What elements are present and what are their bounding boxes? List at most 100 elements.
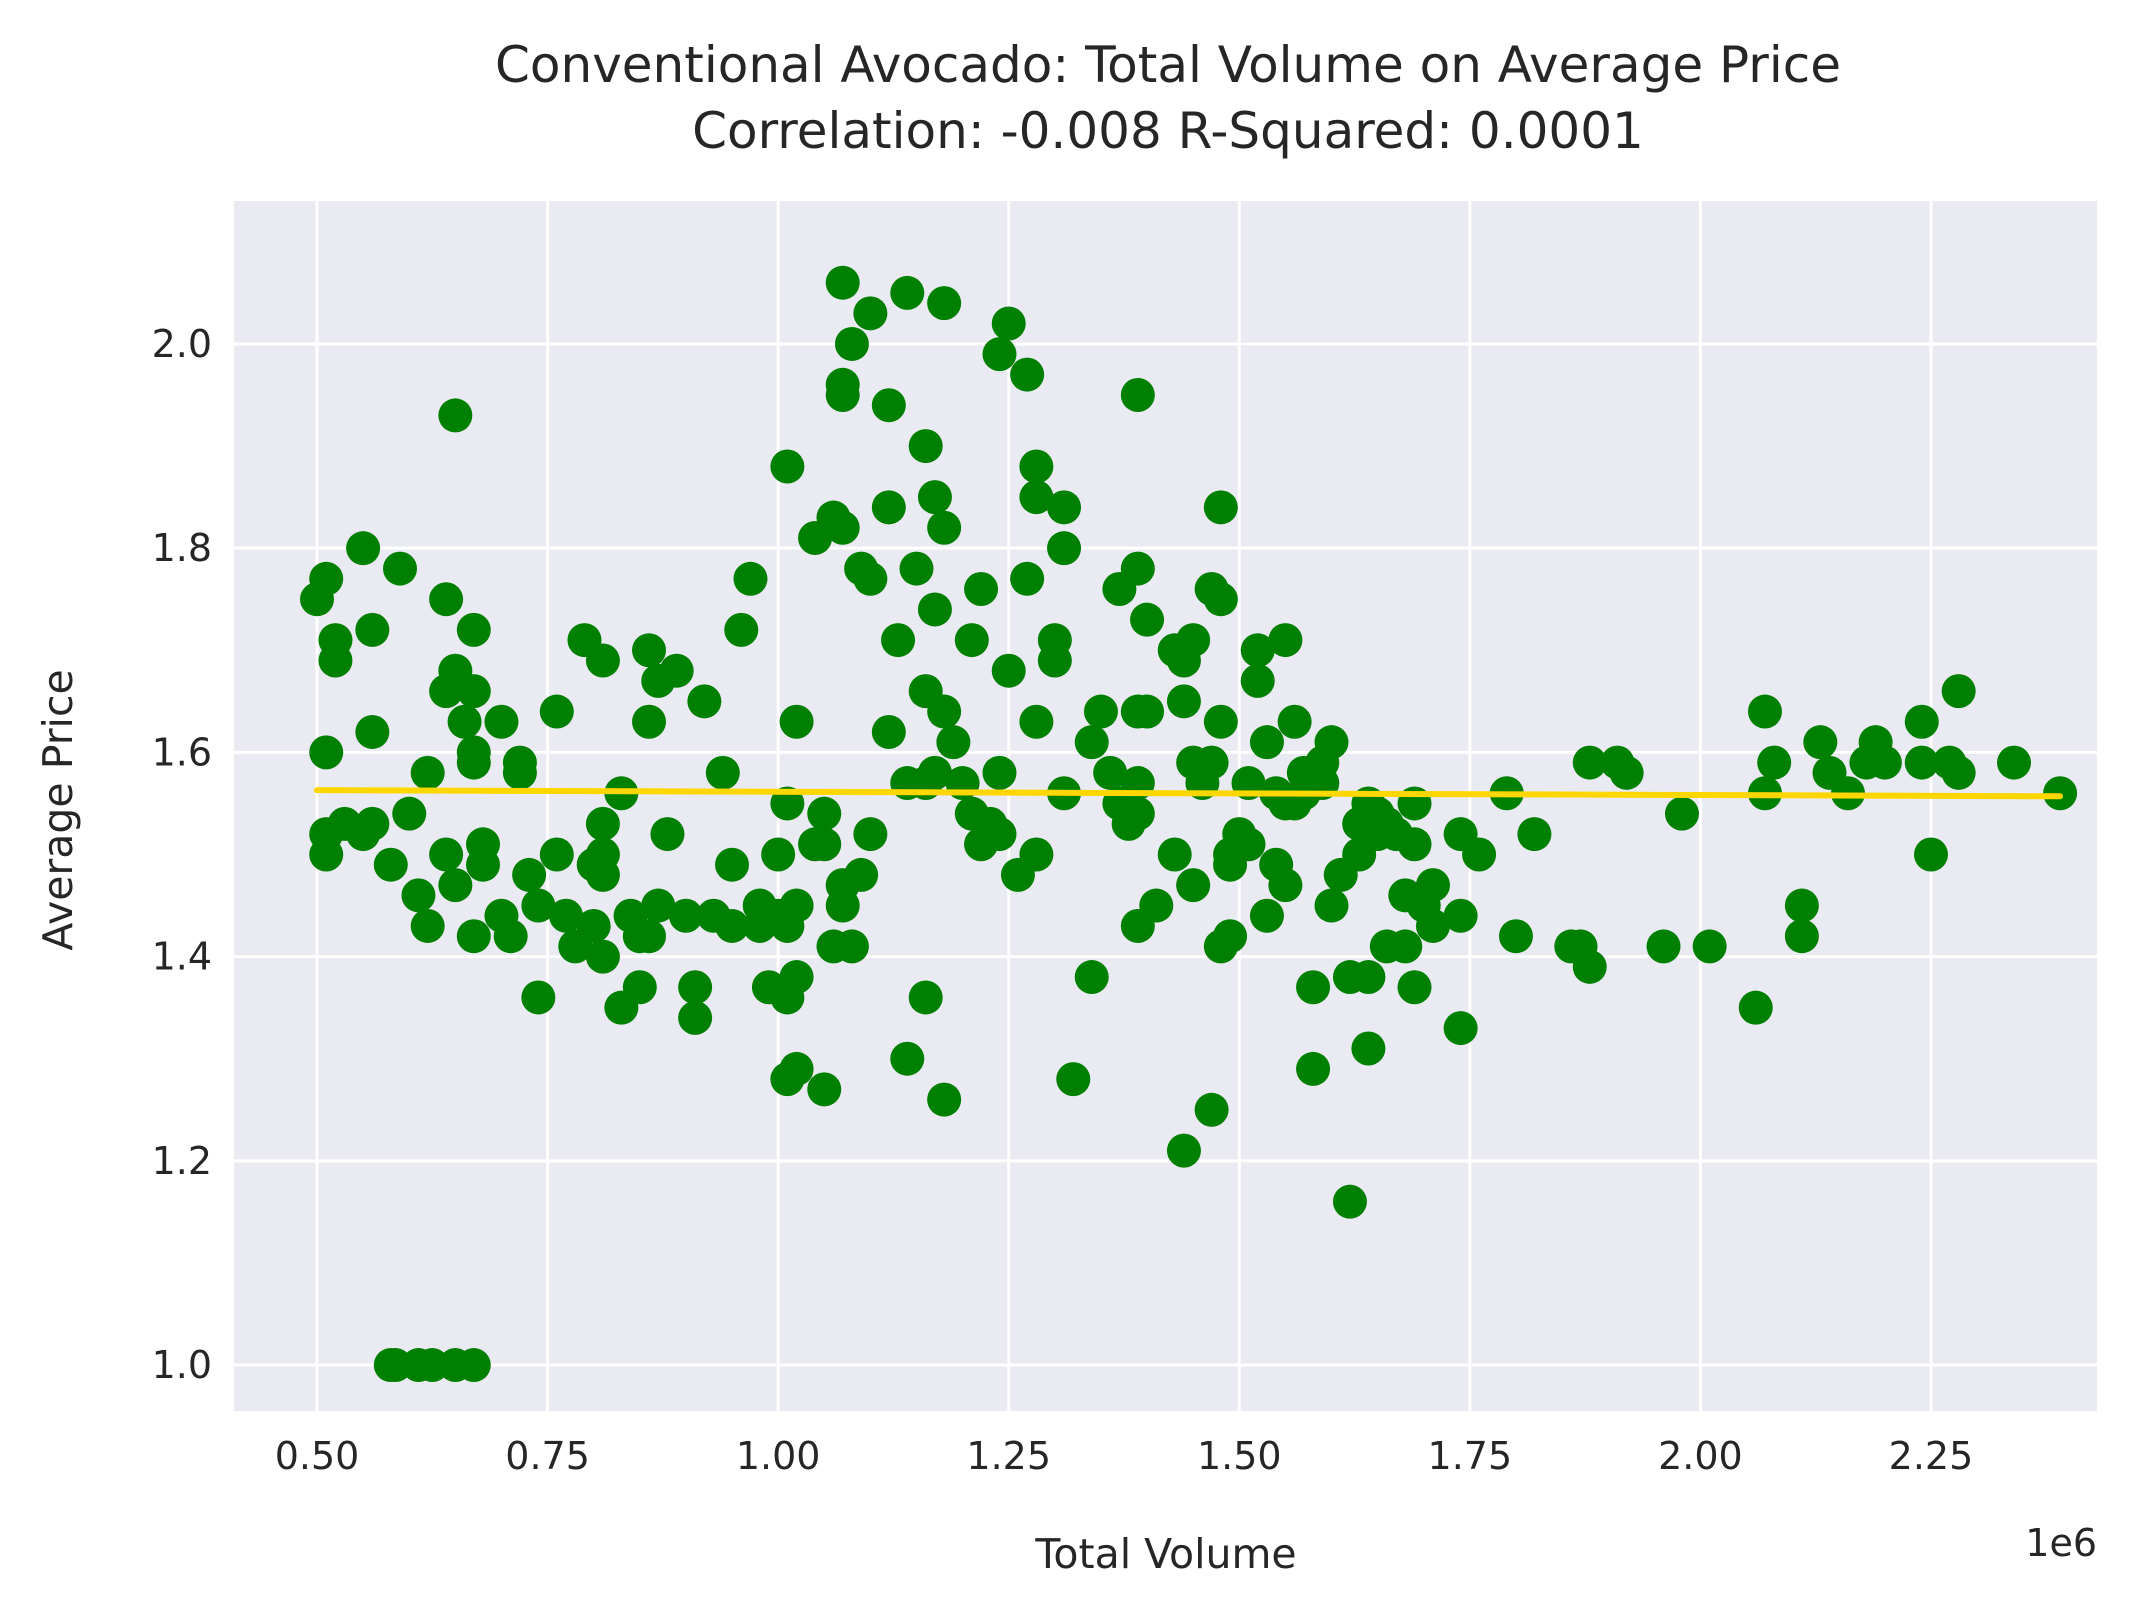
data-point <box>539 837 574 872</box>
data-point <box>1139 888 1174 923</box>
data-point <box>779 704 814 739</box>
y-tick-label: 1.2 <box>152 1139 212 1183</box>
data-point <box>1664 796 1699 831</box>
data-point <box>1249 898 1284 933</box>
data-point <box>309 561 344 596</box>
data-point <box>1747 694 1782 729</box>
data-point <box>585 643 620 678</box>
data-point <box>1130 602 1165 637</box>
data-point <box>410 908 445 943</box>
data-point <box>871 714 906 749</box>
x-tick-label: 1.75 <box>1428 1434 1513 1478</box>
data-point <box>1784 919 1819 954</box>
data-point <box>585 806 620 841</box>
data-point <box>1415 868 1450 903</box>
data-point <box>715 847 750 882</box>
data-point <box>1166 1133 1201 1168</box>
data-point <box>1268 623 1303 658</box>
data-point <box>438 398 473 433</box>
y-tick-label: 2.0 <box>152 322 212 366</box>
data-point <box>1913 837 1948 872</box>
data-point <box>383 551 418 586</box>
data-point <box>1166 684 1201 719</box>
data-point <box>410 755 445 790</box>
data-point <box>456 919 491 954</box>
data-point <box>678 1000 713 1035</box>
data-point <box>779 1051 814 1086</box>
data-point <box>466 847 501 882</box>
data-point <box>982 337 1017 372</box>
data-point <box>825 378 860 413</box>
data-point <box>1213 919 1248 954</box>
data-point <box>1941 755 1976 790</box>
data-point <box>1996 745 2031 780</box>
data-point <box>1010 357 1045 392</box>
data-point <box>705 755 740 790</box>
y-tick-labels: 1.0 1.2 1.4 1.6 1.8 2.0 <box>152 322 212 1387</box>
data-point <box>355 806 390 841</box>
data-point <box>502 755 537 790</box>
data-point <box>1037 643 1072 678</box>
x-tick-label: 0.50 <box>275 1434 360 1478</box>
data-point <box>539 694 574 729</box>
data-point <box>493 919 528 954</box>
data-point <box>1738 990 1773 1025</box>
data-point <box>1443 1011 1478 1046</box>
x-axis-offset-label: 1e6 <box>2025 1521 2097 1565</box>
data-point <box>807 796 842 831</box>
y-axis-label: Average Price <box>34 669 82 950</box>
data-point <box>668 898 703 933</box>
data-point <box>936 725 971 760</box>
data-point <box>825 265 860 300</box>
y-tick-label: 1.0 <box>152 1343 212 1387</box>
data-point <box>1249 725 1284 760</box>
data-point <box>1351 960 1386 995</box>
data-point <box>1019 837 1054 872</box>
data-point <box>890 275 925 310</box>
data-point <box>770 786 805 821</box>
data-point <box>1332 1184 1367 1219</box>
data-point <box>964 572 999 607</box>
data-point <box>1047 490 1082 525</box>
data-point <box>622 970 657 1005</box>
data-point <box>632 919 667 954</box>
data-point <box>678 970 713 1005</box>
data-point <box>1120 551 1155 586</box>
data-point <box>991 653 1026 688</box>
plot-area <box>234 201 2097 1411</box>
x-tick-label: 1.25 <box>966 1434 1051 1478</box>
data-point <box>355 612 390 647</box>
data-point <box>1397 970 1432 1005</box>
data-point <box>429 837 464 872</box>
data-point <box>1443 898 1478 933</box>
data-point <box>807 1072 842 1107</box>
data-point <box>2043 776 2078 811</box>
data-point <box>456 612 491 647</box>
chart-title: Conventional Avocado: Total Volume on Av… <box>495 36 1841 94</box>
data-point <box>1692 929 1727 964</box>
data-point <box>761 837 796 872</box>
data-point <box>954 623 989 658</box>
data-point <box>871 388 906 423</box>
data-point <box>456 1348 491 1383</box>
data-point <box>1268 868 1303 903</box>
y-tick-label: 1.4 <box>152 935 212 979</box>
data-point <box>392 796 427 831</box>
data-point <box>1296 1051 1331 1086</box>
data-point <box>779 888 814 923</box>
data-point <box>1415 908 1450 943</box>
data-point <box>991 306 1026 341</box>
data-point <box>1231 827 1266 862</box>
data-point <box>1203 490 1238 525</box>
data-point <box>1277 704 1312 739</box>
data-point <box>1314 888 1349 923</box>
x-tick-label: 0.75 <box>505 1434 590 1478</box>
x-tick-label: 2.25 <box>1889 1434 1974 1478</box>
data-point <box>844 857 879 892</box>
data-point <box>1093 755 1128 790</box>
data-point <box>1240 663 1275 698</box>
data-point <box>715 908 750 943</box>
data-point <box>1904 745 1939 780</box>
data-point <box>456 674 491 709</box>
x-tick-label: 2.00 <box>1658 1434 1743 1478</box>
